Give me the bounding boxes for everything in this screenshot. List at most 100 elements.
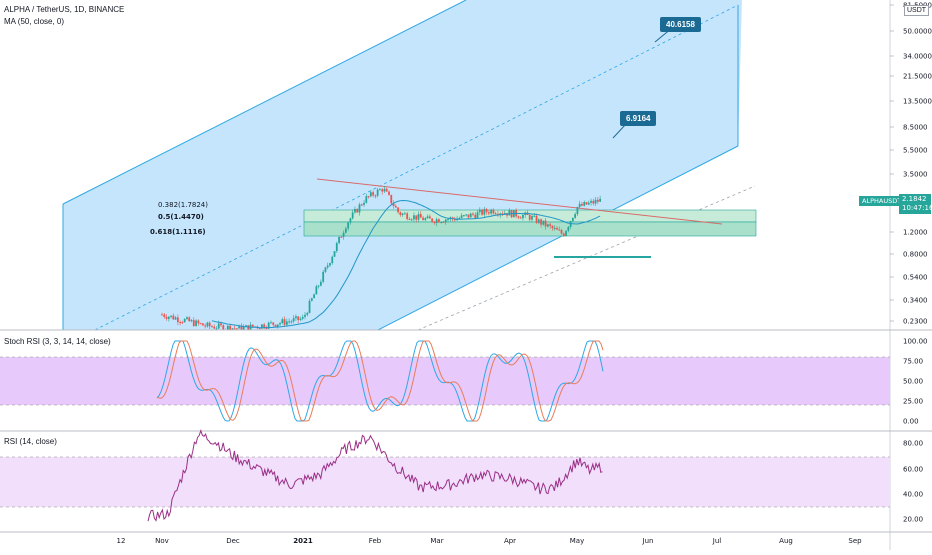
candle-body <box>216 328 218 329</box>
candle-body <box>300 319 302 320</box>
stoch-legend[interactable]: Stoch RSI (3, 3, 14, 14, close) <box>4 337 117 346</box>
countdown-text: 10:47:16 <box>902 204 928 213</box>
candle-body <box>377 190 379 196</box>
candle-body <box>311 298 313 301</box>
candle-body <box>182 322 184 323</box>
candle-body <box>438 219 440 222</box>
candle-body <box>443 222 445 223</box>
candle-body <box>286 321 288 324</box>
candle-body <box>315 286 317 294</box>
price-tick-label: 0.3400 <box>903 297 928 305</box>
stoch-tick-label: 75.00 <box>903 358 923 366</box>
candle-body <box>361 205 363 206</box>
candle-body <box>395 206 397 208</box>
candle-body <box>379 189 381 190</box>
candle-body <box>483 209 485 215</box>
candle-body <box>186 317 188 319</box>
candle-body <box>270 322 272 323</box>
rsi-legend[interactable]: RSI (14, close) <box>4 437 63 446</box>
fib-zone-lower[interactable] <box>304 222 756 236</box>
target-callout-1[interactable]: 40.6158 <box>660 17 701 32</box>
candle-body <box>413 215 415 219</box>
candle-body <box>588 203 590 205</box>
candle-body <box>318 286 320 287</box>
currency-selector[interactable]: USDT <box>904 5 929 16</box>
candle-body <box>574 214 576 218</box>
candle-body <box>368 196 370 197</box>
rsi-title: RSI (14, close) <box>4 437 57 446</box>
ma-legend[interactable]: MA (50, close, 0) <box>4 17 70 26</box>
candle-body <box>402 214 404 215</box>
candle-body <box>309 301 311 313</box>
candle-body <box>397 208 399 213</box>
candle-body <box>277 324 279 326</box>
symbol-legend[interactable]: ALPHA / TetherUS, 1D, BINANCE <box>4 5 130 14</box>
candle-body <box>163 314 165 316</box>
candle-body <box>488 212 490 213</box>
price-tick-label: 8.5000 <box>903 124 928 132</box>
time-tick-label: Jun <box>642 537 654 545</box>
candle-body <box>340 237 342 238</box>
candle-body <box>325 267 327 271</box>
candle-body <box>565 231 567 236</box>
candle-body <box>420 214 422 218</box>
candle-body <box>259 328 261 329</box>
rsi-tick-label: 80.00 <box>903 440 923 448</box>
candle-body <box>336 243 338 251</box>
candle-body <box>390 195 392 203</box>
target-callout-2[interactable]: 6.9164 <box>620 111 656 126</box>
candle-body <box>542 221 544 225</box>
candle-body <box>418 214 420 220</box>
price-tick-label: 5.5000 <box>903 147 928 155</box>
candle-body <box>538 219 540 223</box>
symbol-badge-text: ALPHAUSDT <box>862 197 901 205</box>
rsi-band <box>0 457 890 507</box>
price-tick-label: 50.0000 <box>903 28 932 36</box>
candle-body <box>236 328 238 329</box>
stoch-tick-label: 25.00 <box>903 398 923 406</box>
candle-body <box>297 316 299 320</box>
time-tick-label: Apr <box>504 537 516 545</box>
candle-body <box>549 224 551 226</box>
price-tick-label: 21.5000 <box>903 73 932 81</box>
currency-label: USDT <box>907 7 926 14</box>
candle-body <box>306 313 308 315</box>
candle-body <box>520 218 522 219</box>
price-tick-label: 13.5000 <box>903 98 932 106</box>
candle-body <box>533 216 535 217</box>
price-tick-label: 34.0000 <box>903 53 932 61</box>
candle-body <box>561 230 563 234</box>
candle-body <box>434 222 436 223</box>
time-tick-label: 12 <box>117 537 126 545</box>
candle-body <box>247 325 249 330</box>
candle-body <box>558 230 560 231</box>
candle-body <box>486 209 488 212</box>
candle-body <box>222 325 224 330</box>
candle-body <box>359 205 361 213</box>
candle-body <box>465 214 467 215</box>
candle-body <box>234 328 236 329</box>
candle-body <box>188 317 190 321</box>
price-tick-label: 0.8000 <box>903 251 928 259</box>
candle-body <box>445 220 447 222</box>
candle-body <box>577 207 579 214</box>
price-axis[interactable]: 81.500050.000034.000021.500013.50008.500… <box>890 2 932 326</box>
candle-body <box>338 237 340 243</box>
ma-title: MA (50, close, 0) <box>4 17 64 26</box>
price-tick-label: 1.2000 <box>903 229 928 237</box>
candle-body <box>470 214 472 218</box>
fib-label-05: 0.5(1.4470) <box>158 213 204 221</box>
candle-body <box>320 282 322 286</box>
candle-body <box>597 200 599 202</box>
candle-body <box>175 318 177 320</box>
candle-body <box>472 214 474 215</box>
candle-body <box>474 215 476 218</box>
rsi-tick-label: 60.00 <box>903 466 923 474</box>
stoch-title: Stoch RSI (3, 3, 14, 14, close) <box>4 337 111 346</box>
candle-body <box>411 219 413 220</box>
candle-body <box>356 209 358 212</box>
candle-body <box>177 318 179 323</box>
